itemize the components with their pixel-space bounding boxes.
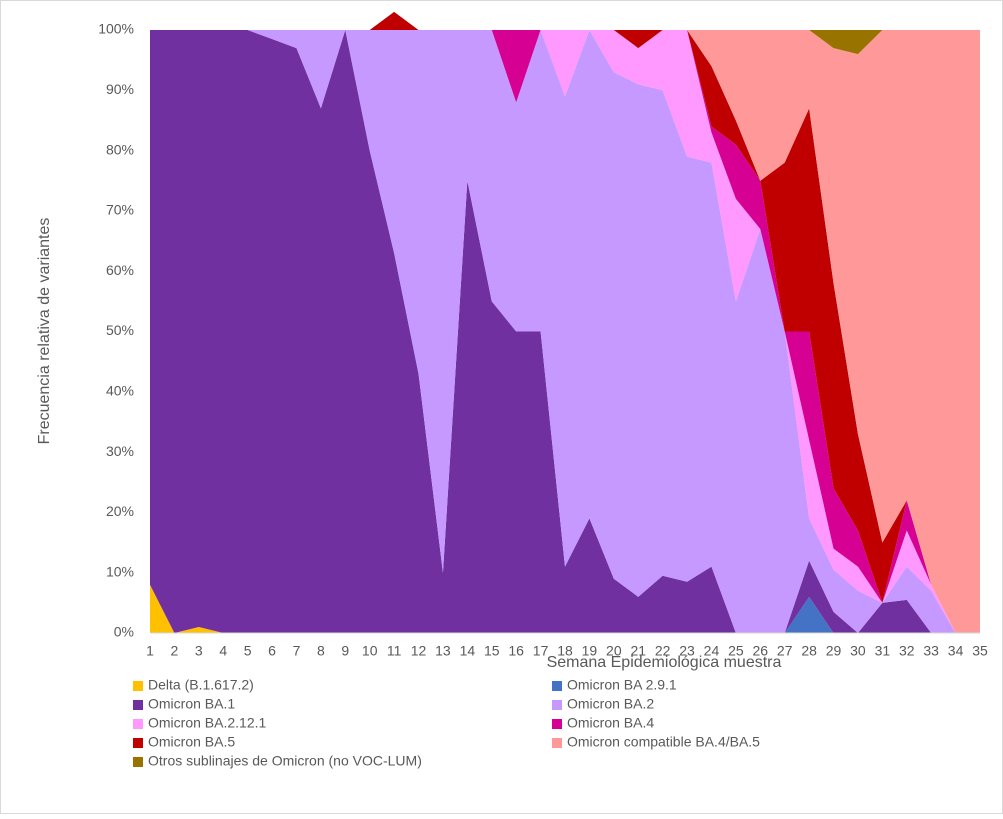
area <box>150 30 980 633</box>
area <box>150 584 980 633</box>
area <box>150 30 980 633</box>
x-tick-label: 16 <box>508 643 524 659</box>
x-tick-label: 33 <box>923 643 939 659</box>
y-tick-label: 100% <box>98 21 134 37</box>
legend-swatch <box>552 700 562 710</box>
y-tick-label: 90% <box>106 81 134 97</box>
x-tick-label: 9 <box>341 643 349 659</box>
x-tick-label: 1 <box>146 643 154 659</box>
x-tick-label: 27 <box>777 643 793 659</box>
legend-swatch <box>552 738 562 748</box>
area <box>150 11 980 55</box>
x-tick-label: 31 <box>875 643 891 659</box>
legend-label: Omicron BA.2 <box>567 696 654 712</box>
x-tick-label: 17 <box>533 643 549 659</box>
y-tick-label: 60% <box>106 262 134 278</box>
x-tick-label: 3 <box>195 643 203 659</box>
x-tick-label: 24 <box>704 643 720 659</box>
x-tick-label: 15 <box>484 643 500 659</box>
x-tick-label: 11 <box>387 643 402 659</box>
y-tick-label: 30% <box>106 443 134 459</box>
x-tick-label: 8 <box>317 643 325 659</box>
legend-swatch <box>133 700 143 710</box>
x-tick-label: 35 <box>972 643 988 659</box>
x-tick-label: 34 <box>948 643 964 659</box>
x-tick-label: 10 <box>362 643 378 659</box>
y-tick-label: 10% <box>106 563 134 579</box>
legend-label: Omicron BA.4 <box>567 715 654 731</box>
x-tick-label: 18 <box>557 643 573 659</box>
x-tick-label: 21 <box>630 643 646 659</box>
legend-swatch <box>133 757 143 767</box>
y-tick-label: 40% <box>106 383 134 399</box>
legend-swatch <box>133 681 143 691</box>
x-tick-label: 4 <box>219 643 227 659</box>
x-tick-label: 6 <box>268 643 276 659</box>
legend-swatch <box>133 738 143 748</box>
area <box>150 11 980 634</box>
x-tick-label: 26 <box>753 643 769 659</box>
y-tick-label: 50% <box>106 322 134 338</box>
y-tick-label: 20% <box>106 503 134 519</box>
legend-label: Otros sublinajes de Omicron (no VOC-LUM) <box>148 753 422 769</box>
legend-label: Delta (B.1.617.2) <box>148 677 254 693</box>
x-tick-label: 2 <box>171 643 179 659</box>
legend-label: Omicron BA 2.9.1 <box>567 677 677 693</box>
x-tick-label: 12 <box>411 643 427 659</box>
y-tick-label: 0% <box>114 624 134 640</box>
x-tick-label: 20 <box>606 643 622 659</box>
x-tick-label: 23 <box>679 643 695 659</box>
x-tick-label: 13 <box>435 643 451 659</box>
x-tick-label: 22 <box>655 643 671 659</box>
x-tick-label: 19 <box>582 643 598 659</box>
legend-label: Omicron BA.5 <box>148 734 235 750</box>
legend-label: Omicron BA.2.12.1 <box>148 715 266 731</box>
x-tick-label: 25 <box>728 643 744 659</box>
x-tick-label: 30 <box>850 643 866 659</box>
x-tick-label: 29 <box>826 643 842 659</box>
x-tick-label: 28 <box>801 643 817 659</box>
x-tick-label: 32 <box>899 643 915 659</box>
y-tick-label: 80% <box>106 141 134 157</box>
area <box>150 30 980 633</box>
legend-swatch <box>133 719 143 729</box>
y-axis-title: Frecuencia relativa de variantes <box>36 218 53 445</box>
x-tick-label: 7 <box>293 643 301 659</box>
legend-label: Omicron BA.1 <box>148 696 235 712</box>
x-tick-label: 5 <box>244 643 252 659</box>
legend-swatch <box>552 681 562 691</box>
x-tick-label: 14 <box>460 643 476 659</box>
legend-label: Omicron compatible BA.4/BA.5 <box>567 734 760 750</box>
legend-swatch <box>552 719 562 729</box>
area <box>150 11 980 634</box>
y-tick-label: 70% <box>106 202 134 218</box>
x-axis-title: Semana Epidemiológica muestra <box>547 654 782 671</box>
